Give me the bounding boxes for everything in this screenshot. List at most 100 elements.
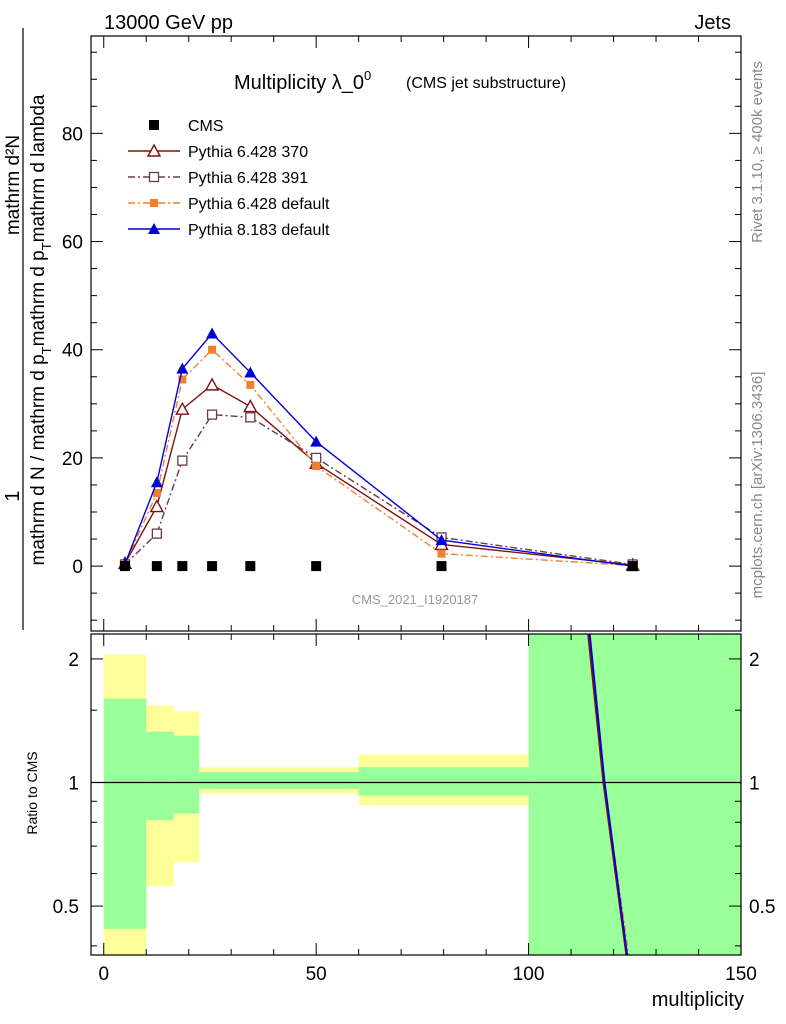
y-label-denominator: mathrm d N / mathrm d pTmathrm d pTmathr…	[28, 94, 54, 565]
ratio-y-label: Ratio to CMS	[24, 751, 40, 834]
data-point	[312, 462, 321, 471]
y-label-sub-1: T	[39, 346, 54, 354]
legend-marker	[146, 143, 162, 157]
data-point	[151, 561, 162, 572]
y-label-part-2: mathrm d p	[28, 250, 49, 346]
ratio-tick-label-right: 2	[749, 650, 760, 671]
chart-subtitle: (CMS jet substructure)	[406, 75, 566, 92]
ratio-tick-label-right: 1	[749, 773, 760, 794]
chart-title-sup: 0	[364, 68, 371, 83]
y-tick-label: 40	[62, 341, 83, 362]
ratio-tick-label-left: 0.5	[53, 897, 79, 918]
ratio-band-green-5	[528, 634, 741, 955]
data-point	[176, 362, 189, 374]
y-tick-label: 80	[62, 124, 83, 145]
x-tick-label: 150	[725, 964, 757, 985]
data-point	[178, 375, 187, 384]
y-label-sub-2: T	[39, 242, 54, 250]
legend-marker	[149, 120, 159, 130]
y-label-numerator: 1	[2, 490, 24, 501]
ratio-tick-label-left: 2	[68, 650, 79, 671]
legend: CMS Pythia 6.428 370 Pythia 6.428 391 Pythi…	[128, 118, 330, 239]
legend-entry: Pythia 6.428 370	[128, 143, 308, 161]
ratio-band-green-3	[199, 772, 359, 789]
legend-marker	[150, 199, 158, 207]
series-line	[124, 348, 633, 567]
chart-title-group: Multiplicity λ_00 (CMS jet substructure)	[234, 68, 566, 94]
y-label-part-1: mathrm d N / mathrm d p	[28, 354, 49, 565]
x-axis-label: multiplicity	[652, 989, 744, 1011]
data-point	[177, 455, 188, 466]
legend-label: Pythia 8.183 default	[188, 222, 330, 239]
chart-title: Multiplicity λ_00	[234, 68, 371, 94]
y-tick-label: 20	[62, 449, 83, 470]
analysis-watermark: CMS_2021_I1920187	[352, 592, 479, 607]
main-panel: 0 20 40 60 80	[62, 35, 742, 632]
data-point	[627, 561, 638, 572]
y-tick-label: 60	[62, 233, 83, 254]
data-point	[175, 401, 190, 415]
data-point	[206, 409, 218, 420]
data-point	[246, 380, 255, 389]
legend-label: Pythia 6.428 default	[188, 196, 330, 213]
data-point	[245, 412, 256, 423]
chart-title-text: Multiplicity λ_0	[234, 72, 364, 94]
mcplots-label: mcplots.cern.ch [arXiv:1306.3436]	[749, 372, 766, 599]
data-point	[152, 489, 161, 498]
main-frame	[90, 35, 742, 632]
ratio-frame	[90, 633, 742, 956]
series-line	[124, 332, 633, 567]
data-point	[435, 534, 448, 546]
data-point	[437, 549, 446, 558]
series-pythia-6-428-default	[120, 345, 637, 570]
series-cms	[119, 561, 638, 572]
data-point	[208, 345, 217, 354]
ratio-band-green-1	[146, 731, 174, 821]
series-line	[124, 413, 633, 566]
ratio-band-green-2	[173, 735, 200, 814]
legend-label: Pythia 6.428 370	[188, 144, 308, 161]
legend-label: Pythia 6.428 391	[188, 170, 308, 187]
legend-entry: CMS	[149, 118, 224, 135]
series-line	[124, 384, 633, 566]
data-point	[206, 327, 219, 339]
data-point	[119, 561, 130, 572]
series-pythia-6-428-391	[119, 409, 638, 570]
legend-entry: Pythia 6.428 default	[128, 196, 330, 213]
data-point	[245, 561, 256, 572]
legend-label: CMS	[188, 118, 224, 135]
x-tick-label: 50	[306, 964, 327, 985]
data-point	[207, 561, 218, 572]
legend-entry: Pythia 8.183 default	[128, 222, 330, 239]
ratio-panel: 0 50 100 150 0.5 0.5 1 1 2 2	[53, 633, 775, 985]
data-point	[310, 435, 323, 447]
legend-marker	[148, 223, 160, 234]
y-label-part-3: mathrm d lambda	[28, 94, 49, 242]
x-tick-label: 0	[98, 964, 109, 985]
header-energy: 13000 GeV pp	[104, 12, 233, 34]
data-point	[436, 561, 447, 572]
ratio-line-2	[588, 633, 629, 956]
data-point	[244, 366, 257, 378]
data-point	[151, 528, 162, 539]
x-tick-label: 100	[513, 964, 545, 985]
ratio-line-1	[587, 633, 628, 956]
y-tick-label: 0	[72, 557, 83, 578]
y-axis-label: 1 mathrm d N / mathrm d pTmathrm d pTmat…	[2, 28, 54, 630]
data-point	[149, 499, 165, 513]
header-category: Jets	[694, 12, 731, 34]
data-point	[177, 561, 188, 572]
ratio-tick-label-left: 1	[68, 773, 79, 794]
ratio-band-green-0	[103, 698, 147, 929]
series-pythia-6-428-370	[117, 377, 640, 571]
legend-entry: Pythia 6.428 391	[128, 170, 308, 187]
ratio-band-green-4	[358, 767, 529, 796]
data-point	[150, 476, 163, 488]
data-point	[311, 561, 322, 572]
rivet-label: Rivet 3.1.10, ≥ 400k events	[749, 61, 766, 243]
data-point	[243, 399, 258, 413]
legend-marker	[148, 171, 160, 183]
data-point	[204, 377, 220, 391]
ratio-tick-label-right: 0.5	[749, 897, 775, 918]
